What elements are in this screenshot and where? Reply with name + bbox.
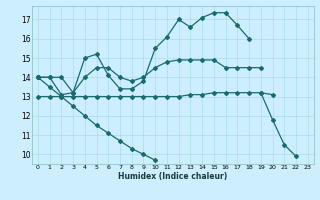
X-axis label: Humidex (Indice chaleur): Humidex (Indice chaleur) — [118, 172, 228, 181]
